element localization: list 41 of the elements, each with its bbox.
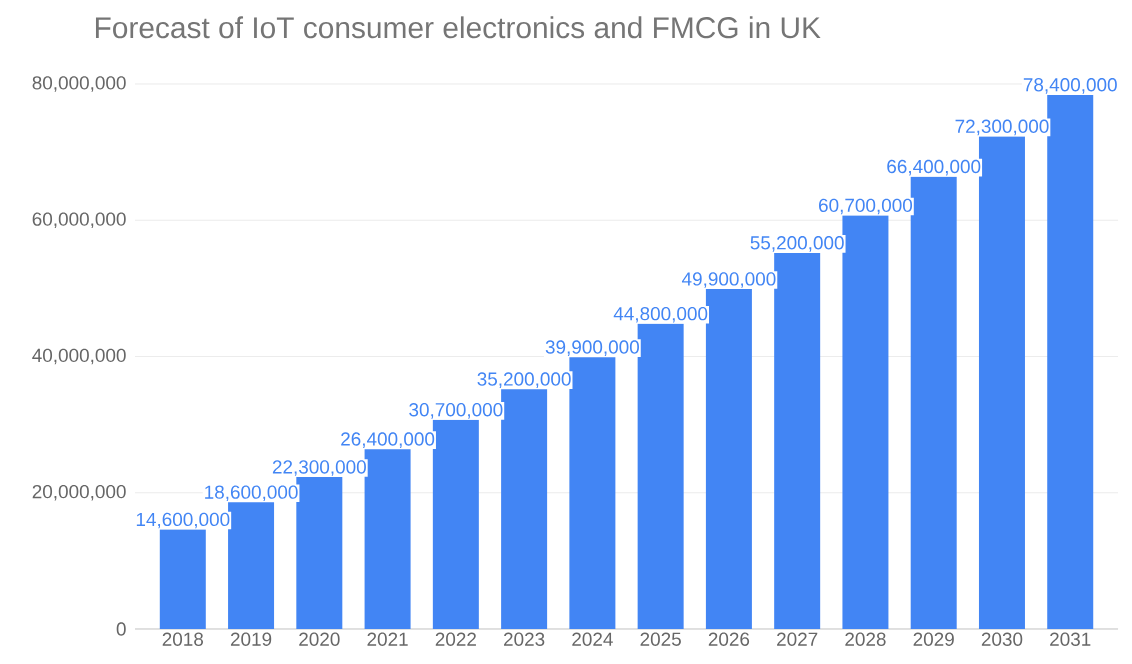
- x-tick-label: 2028: [845, 632, 886, 646]
- y-tick-label: 0: [116, 622, 126, 636]
- data-label: 72,300,000: [955, 119, 1049, 136]
- data-label: 14,600,000: [136, 512, 230, 529]
- data-label: 39,900,000: [545, 340, 639, 356]
- x-tick-label: 2023: [504, 632, 545, 646]
- bar: [501, 389, 548, 629]
- bar: [1047, 94, 1094, 629]
- x-tick-label: 2025: [640, 632, 681, 646]
- data-label: 44,800,000: [613, 306, 708, 323]
- bar: [774, 252, 821, 629]
- x-tick-label: 2024: [572, 632, 613, 646]
- x-tick-label: 2027: [777, 632, 818, 646]
- x-tick-label: 2020: [299, 632, 340, 646]
- y-tick-label: 20,000,000: [32, 484, 126, 501]
- y-tick-label: 40,000,000: [32, 348, 126, 365]
- data-label: 49,900,000: [681, 272, 776, 288]
- x-tick-label: 2030: [981, 632, 1023, 646]
- data-label: 35,200,000: [477, 372, 571, 388]
- bar: [228, 502, 275, 629]
- data-label: 18,600,000: [205, 485, 298, 502]
- y-tick-label: 60,000,000: [32, 212, 126, 229]
- data-label: 55,200,000: [750, 236, 844, 252]
- y-tick-label: 80,000,000: [32, 76, 126, 92]
- chart-title: Forecast of IoT consumer electronics and FMCG in UK: [95, 16, 821, 39]
- x-tick-label: 2031: [1050, 632, 1091, 646]
- bar: [569, 357, 616, 629]
- data-label: 60,700,000: [819, 198, 913, 215]
- data-label: 30,700,000: [409, 403, 503, 419]
- data-label: 22,300,000: [272, 460, 366, 476]
- data-label: 66,400,000: [887, 159, 981, 176]
- x-tick-label: 2019: [230, 632, 272, 646]
- x-tick-label: 2022: [435, 632, 476, 646]
- data-label: 78,400,000: [1023, 78, 1117, 94]
- x-tick-label: 2018: [162, 632, 204, 646]
- bar: [296, 477, 343, 629]
- x-tick-label: 2029: [913, 632, 954, 646]
- x-tick-label: 2021: [367, 632, 408, 646]
- data-label: 26,400,000: [341, 432, 435, 448]
- x-tick-label: 2026: [708, 632, 750, 646]
- bar: [364, 449, 411, 629]
